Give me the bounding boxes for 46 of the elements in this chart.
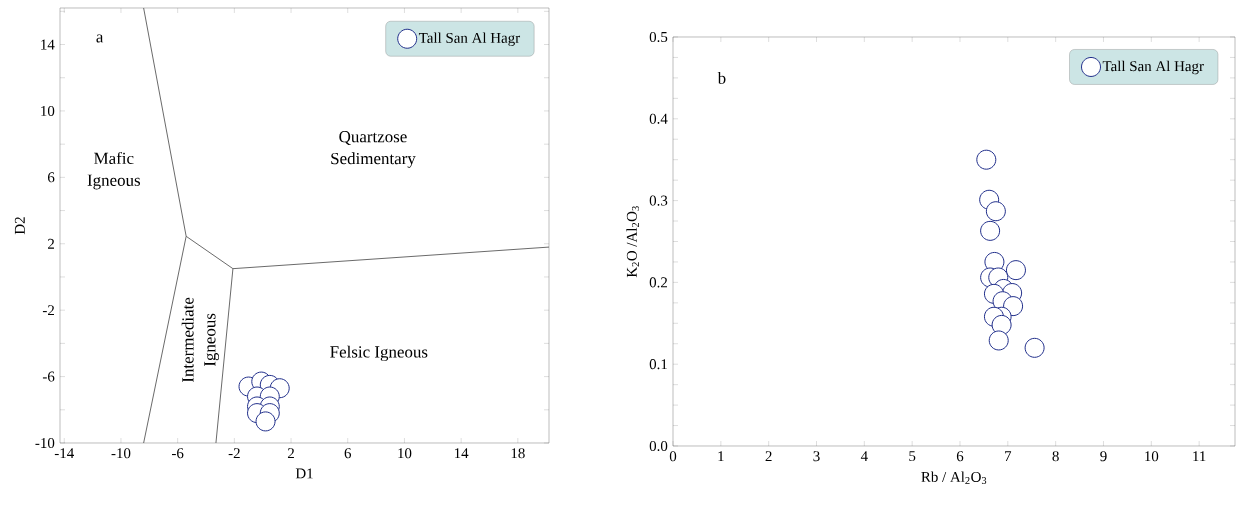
x-tick-label: 10	[1145, 451, 1159, 462]
annotation: Quartzose Sedimentary	[331, 130, 416, 168]
x-tick-label: 6	[956, 451, 964, 462]
x-tick-label: -10	[111, 448, 131, 459]
legend-label: Tall San Al Hagr	[1102, 60, 1204, 75]
x-tick-label: 4	[860, 451, 868, 462]
x-tick-label: 11	[1193, 451, 1206, 462]
x-tick-label: 9	[1100, 451, 1107, 462]
x-tick-label: 0	[669, 451, 677, 462]
y-tick-label: 14	[41, 39, 55, 50]
x-tick-label: 3	[813, 451, 820, 462]
annotation: b	[717, 71, 726, 84]
x-tick-label: 2	[287, 448, 294, 459]
annotation: Mafic Igneous	[87, 151, 141, 190]
x-tick-label: -6	[171, 448, 184, 459]
y-tick-label: 0.1	[649, 359, 667, 370]
y-tick-label: -6	[42, 371, 55, 382]
x-tick-label: 8	[1052, 451, 1059, 462]
y-tick-label: 0.5	[649, 31, 668, 43]
y-tick-label: 10	[41, 105, 55, 116]
annotation: Felsic Igneous	[330, 345, 428, 362]
y-axis-title: D2	[14, 217, 25, 235]
y-tick-label: 6	[48, 172, 55, 183]
y-axis-title: K$_{2}$O /Al$_{2}$O$_{3}$	[626, 206, 639, 278]
y-tick-label: -10	[35, 437, 55, 449]
legend-label: Tall San Al Hagr	[418, 32, 521, 47]
x-tick-label: 14	[454, 448, 469, 459]
x-tick-label: -2	[228, 448, 240, 459]
y-tick-label: 0.3	[649, 195, 668, 206]
x-tick-label: 7	[1005, 451, 1012, 461]
y-tick-label: 0.2	[649, 277, 667, 288]
x-tick-label: 5	[909, 451, 916, 462]
x-tick-label: -14	[54, 448, 74, 459]
x-tick-label: 6	[344, 448, 352, 459]
annotation: Intermediate Igneous	[181, 297, 220, 383]
y-tick-label: 2	[48, 238, 54, 249]
x-tick-label: 1	[718, 451, 724, 462]
annotation: a	[96, 34, 104, 43]
x-axis-title: Rb / Al$_{2}$O$_{3}$	[921, 471, 987, 485]
y-tick-label: 0.0	[649, 440, 668, 452]
x-tick-label: 18	[511, 448, 525, 459]
x-tick-label: 2	[765, 451, 772, 462]
x-axis-title: D1	[295, 468, 313, 479]
y-tick-label: 0.4	[649, 113, 668, 124]
y-tick-label: -2	[42, 305, 54, 316]
x-tick-label: 10	[398, 448, 412, 459]
